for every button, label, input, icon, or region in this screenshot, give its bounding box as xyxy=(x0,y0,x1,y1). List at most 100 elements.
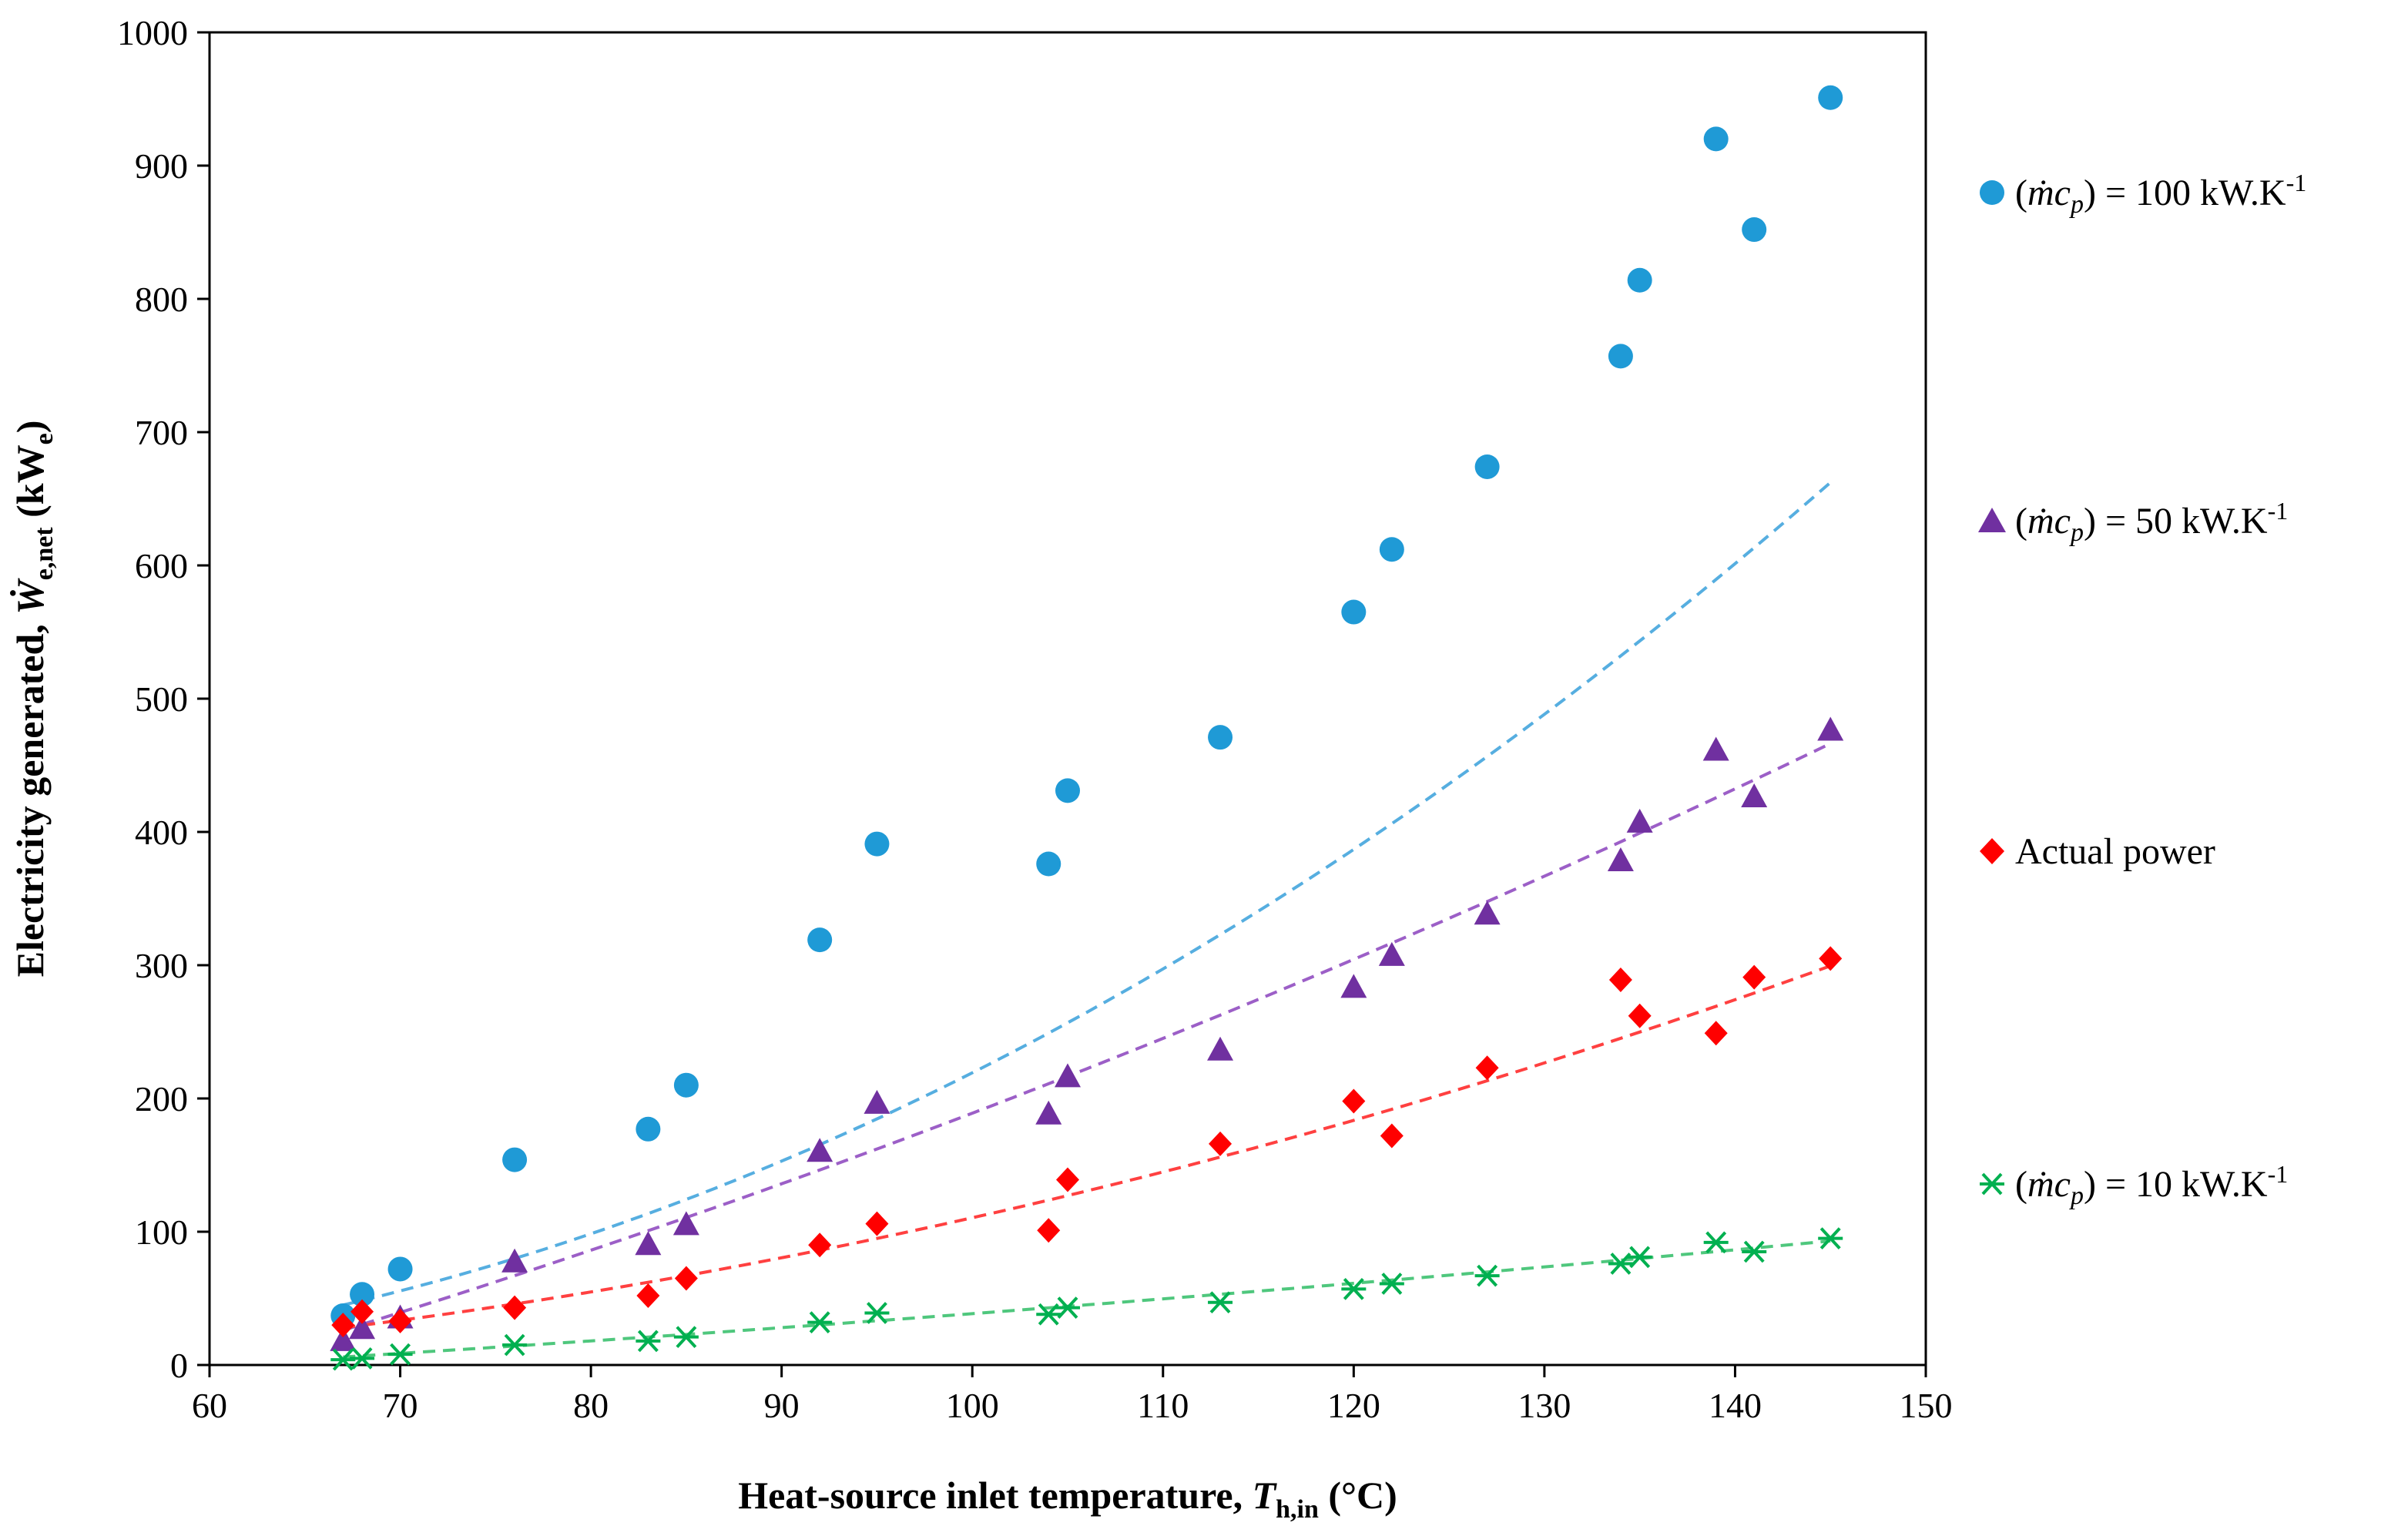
point-triangle xyxy=(330,1326,357,1351)
point-diamond xyxy=(1704,1021,1728,1046)
trend-line-2 xyxy=(343,964,1831,1330)
x-tick-label: 110 xyxy=(1137,1386,1189,1425)
point-diamond xyxy=(1742,964,1766,990)
point-diamond xyxy=(350,1299,374,1324)
legend-label-100: (ṁcp) = 100 kW.K-1 xyxy=(2015,169,2306,219)
point-circle xyxy=(1208,725,1233,750)
point-circle xyxy=(1341,599,1367,625)
y-tick-label: 700 xyxy=(135,413,188,452)
point-triangle xyxy=(1741,783,1768,808)
point-diamond xyxy=(1342,1088,1366,1114)
legend-item-50: (ṁcp) = 50 kW.K-1 xyxy=(1978,497,2288,547)
point-triangle xyxy=(349,1315,376,1340)
point-triangle xyxy=(807,1138,833,1162)
point-diamond xyxy=(1056,1167,1079,1192)
point-asterisk xyxy=(1055,1296,1080,1319)
x-tick-label: 140 xyxy=(1709,1386,1762,1425)
point-triangle xyxy=(1817,716,1844,741)
point-triangle xyxy=(1702,736,1729,761)
point-circle xyxy=(1036,851,1061,877)
point-diamond xyxy=(1608,968,1632,993)
point-asterisk xyxy=(807,1311,833,1333)
y-tick-label: 800 xyxy=(135,280,188,319)
axis-ticks: 60 70 80 90 100 110 120 130 140 150 0 100 200 300 400 5… xyxy=(117,13,1953,1425)
point-diamond xyxy=(331,1313,355,1338)
point-diamond xyxy=(808,1232,832,1258)
point-asterisk xyxy=(350,1347,375,1370)
x-tick-label: 60 xyxy=(192,1386,227,1425)
legend-item-100: (ṁcp) = 100 kW.K-1 xyxy=(1980,169,2306,219)
legend-marker-circle xyxy=(1980,180,2004,205)
point-triangle xyxy=(1378,941,1405,966)
point-triangle xyxy=(1607,847,1634,872)
point-triangle xyxy=(635,1231,662,1256)
point-diamond xyxy=(1819,946,1843,971)
x-tick-label: 100 xyxy=(946,1386,999,1425)
point-asterisk xyxy=(502,1333,528,1357)
point-asterisk xyxy=(1703,1231,1729,1254)
point-circle xyxy=(807,927,833,953)
point-triangle xyxy=(1035,1100,1062,1125)
x-tick-label: 130 xyxy=(1518,1386,1571,1425)
point-asterisk xyxy=(1474,1264,1500,1287)
x-axis-title: Heat-source inlet temperature, Th,in (°C… xyxy=(738,1474,1397,1524)
point-asterisk xyxy=(387,1343,413,1366)
y-tick-label: 0 xyxy=(170,1346,188,1385)
point-circle xyxy=(673,1072,699,1098)
point-diamond xyxy=(1037,1218,1061,1243)
point-asterisk xyxy=(864,1302,890,1324)
point-circle xyxy=(1379,537,1404,562)
point-asterisk xyxy=(1036,1303,1061,1326)
point-asterisk xyxy=(1379,1273,1404,1295)
point-circle xyxy=(350,1282,375,1307)
x-tick-label: 120 xyxy=(1327,1386,1380,1425)
point-triangle xyxy=(1055,1063,1081,1088)
point-diamond xyxy=(1628,1003,1652,1028)
trend-line-1 xyxy=(342,742,1832,1332)
point-circle xyxy=(1703,126,1729,152)
point-circle xyxy=(636,1116,661,1142)
point-asterisk xyxy=(673,1326,699,1349)
point-triangle xyxy=(1340,974,1367,998)
legend-label-50: (ṁcp) = 50 kW.K-1 xyxy=(2015,497,2288,547)
point-circle xyxy=(1608,344,1633,369)
y-tick-label: 100 xyxy=(135,1212,188,1252)
legend: (ṁcp) = 100 kW.K-1 (ṁcp) = 50 kW.K-1 Act… xyxy=(1978,169,2306,1210)
legend-marker-asterisk xyxy=(1980,1172,2004,1196)
y-tick-label: 400 xyxy=(135,813,188,852)
point-diamond xyxy=(388,1308,412,1333)
point-asterisk xyxy=(1627,1246,1652,1269)
point-circle xyxy=(502,1147,528,1172)
point-circle xyxy=(387,1256,413,1282)
y-tick-label: 1000 xyxy=(117,13,188,52)
x-tick-label: 90 xyxy=(764,1386,800,1425)
point-diamond xyxy=(865,1211,889,1236)
legend-item-actual: Actual power xyxy=(1980,831,2215,872)
legend-label-10: (ṁcp) = 10 kW.K-1 xyxy=(2015,1160,2288,1210)
point-circle xyxy=(1742,217,1767,243)
point-asterisk xyxy=(1818,1227,1843,1250)
point-triangle xyxy=(672,1211,699,1236)
point-asterisk xyxy=(1742,1240,1767,1263)
point-circle xyxy=(1474,454,1500,479)
data-points xyxy=(330,85,1844,1371)
point-diamond xyxy=(636,1283,660,1309)
y-tick-label: 200 xyxy=(135,1079,188,1118)
y-tick-label: 600 xyxy=(135,546,188,585)
trend-lines xyxy=(342,481,1832,1359)
point-asterisk xyxy=(1341,1278,1367,1300)
point-asterisk xyxy=(1208,1291,1233,1314)
x-tick-label: 80 xyxy=(573,1386,609,1425)
y-tick-label: 300 xyxy=(135,946,188,985)
point-diamond xyxy=(1209,1131,1233,1156)
trend-line-0 xyxy=(342,481,1832,1307)
point-diamond xyxy=(674,1266,698,1291)
plot-frame xyxy=(208,31,1927,1367)
point-asterisk xyxy=(1608,1253,1633,1275)
point-circle xyxy=(864,831,890,857)
point-diamond xyxy=(1380,1123,1404,1149)
legend-marker-diamond xyxy=(1980,838,2004,864)
point-triangle xyxy=(1626,808,1653,833)
